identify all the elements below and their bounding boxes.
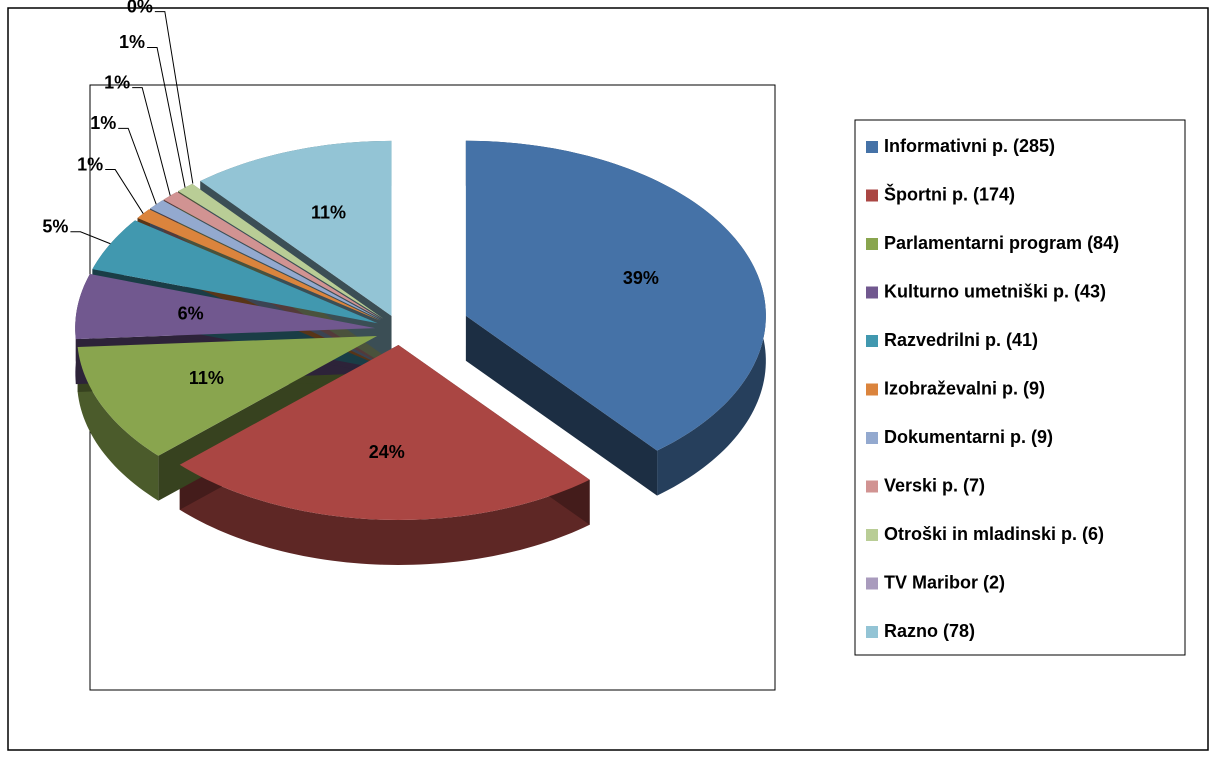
legend: Informativni p. (285) Športni p. (174) Par…	[866, 136, 1119, 641]
data-label: 11%	[311, 203, 346, 223]
legend-swatch	[866, 626, 878, 638]
slice	[179, 344, 590, 520]
data-label: 1%	[77, 154, 103, 174]
data-label: 39%	[623, 268, 659, 288]
legend-label: Izobraževalni p. (9)	[884, 378, 1045, 398]
leader-line	[70, 231, 111, 245]
legend-label: Otroški in mladinski p. (6)	[884, 524, 1104, 544]
data-label: 6%	[178, 303, 204, 323]
data-label: 11%	[189, 368, 224, 388]
legend-label: Parlamentarni program (84)	[884, 233, 1119, 253]
slice-side	[77, 346, 159, 501]
legend-swatch	[866, 480, 878, 493]
legend-swatch	[866, 383, 878, 396]
slice-wall	[465, 315, 658, 496]
legend-swatch	[866, 432, 878, 444]
legend-label: TV Maribor (2)	[884, 572, 1005, 592]
legend-swatch	[866, 189, 878, 202]
slice-side	[179, 464, 590, 565]
data-label: 1%	[90, 113, 116, 133]
slice	[465, 140, 766, 451]
legend-box	[854, 119, 1186, 656]
leader-line	[154, 11, 194, 184]
slice	[150, 200, 382, 321]
legend-label: Kulturno umetniški p. (43)	[884, 281, 1106, 301]
leader-line	[105, 169, 144, 214]
legend-swatch	[866, 286, 878, 299]
slice	[163, 191, 383, 320]
legend-swatch	[866, 335, 878, 347]
slice	[200, 140, 392, 316]
data-label: 1%	[104, 72, 130, 92]
legend-swatch	[866, 529, 878, 541]
slice	[178, 183, 384, 319]
data-label: 0%	[127, 0, 153, 16]
legend-label: Razvedrilni p. (41)	[884, 330, 1038, 350]
legend-label: Športni p. (174)	[884, 183, 1015, 204]
leader-line	[118, 127, 157, 205]
slice	[77, 335, 378, 456]
leader-line	[147, 46, 186, 188]
data-label: 24%	[369, 442, 405, 462]
leader-line	[132, 87, 171, 196]
legend-swatch	[866, 577, 878, 590]
data-label: 1%	[119, 32, 145, 52]
slice	[75, 274, 376, 340]
pie-labels: 39% 24% 11% 6% 5% 1% 1% 1% 1% 0% 11%	[42, 0, 658, 462]
slice	[92, 220, 378, 324]
legend-label: Verski p. (7)	[884, 475, 985, 495]
legend-swatch	[866, 141, 878, 153]
legend-label: Dokumentarni p. (9)	[884, 427, 1053, 447]
pie-tops	[75, 140, 766, 520]
data-label: 5%	[42, 216, 68, 236]
slice	[137, 209, 381, 321]
legend-swatch	[866, 238, 878, 250]
legend-label: Razno (78)	[884, 621, 975, 641]
legend-label: Informativni p. (285)	[884, 136, 1055, 156]
